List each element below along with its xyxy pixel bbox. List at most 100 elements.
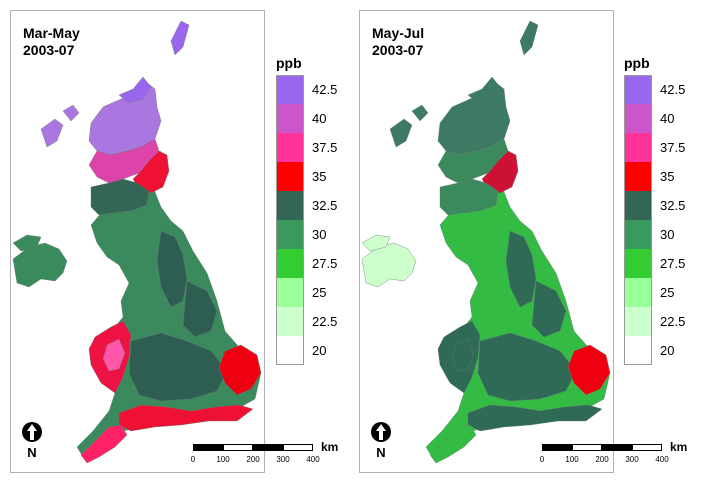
map-region-north [40, 118, 64, 148]
legend-swatch [276, 104, 304, 133]
map-region-far-north [118, 76, 152, 104]
legend-label: 32.5 [312, 198, 338, 213]
map-region-irl [361, 242, 417, 288]
scale-tick: 300 [625, 455, 639, 464]
legend-label: 42.5 [660, 82, 686, 97]
legend-label: 22.5 [660, 314, 686, 329]
legend-label: 27.5 [660, 256, 686, 271]
map-region-wales-in [102, 338, 126, 372]
legend-label: 32.5 [660, 198, 686, 213]
map-title: Mar-May 2003-07 [23, 25, 80, 59]
legend-swatch [624, 278, 652, 307]
map-region-far-north [467, 76, 501, 104]
scale-tick: 0 [539, 455, 545, 464]
legend-label: 30 [312, 227, 327, 242]
north-label: N [27, 445, 37, 460]
legend-spring: ppb 42.5 40 37.5 35 32.5 30 27.5 25 22.5 20 [272, 55, 352, 375]
map-region-north [62, 104, 80, 122]
map-panel-spring: Mar-May 2003-07 N 0 100 200 300 400 km [10, 10, 338, 473]
legend-swatch [624, 162, 652, 191]
scale-tick: 0 [190, 455, 196, 464]
map-region-scot-band [481, 150, 519, 194]
scale-unit: km [670, 440, 688, 454]
ozone-map-spring [12, 20, 262, 464]
legend-swatch [276, 220, 304, 249]
legend-label: 20 [312, 343, 327, 358]
map-region-pennine [531, 280, 567, 338]
map-region-central-belt [90, 178, 150, 216]
map-region-sw [429, 424, 477, 464]
scale-unit: km [321, 440, 339, 454]
map-region-far-north [170, 20, 190, 56]
scale-bar-segments [193, 444, 313, 451]
map-region-north [411, 104, 429, 122]
legend-swatch [276, 336, 304, 365]
legend-swatch [624, 191, 652, 220]
north-label: N [376, 445, 386, 460]
legend-label: 35 [660, 169, 675, 184]
legend-unit: ppb [276, 55, 302, 71]
map-title-period: May-Jul [372, 25, 425, 41]
map-region-pennine [128, 332, 228, 402]
scale-tick: 400 [306, 455, 320, 464]
legend-swatch [276, 191, 304, 220]
legend-label: 42.5 [312, 82, 338, 97]
legend-label: 25 [312, 285, 327, 300]
map-title-period: Mar-May [23, 25, 80, 41]
map-title-years: 2003-07 [23, 42, 75, 58]
map-region-scot-band [132, 150, 170, 194]
scale-bar: 0 100 200 300 400 km [539, 440, 688, 472]
legend-swatch [624, 336, 652, 365]
map-region-south [118, 404, 254, 432]
legend-summer: ppb 42.5 40 37.5 35 32.5 30 27.5 25 22.5 20 [620, 55, 700, 375]
map-region-north [389, 118, 413, 148]
map-region-pennine [477, 332, 577, 402]
map-panel-summer: May-Jul 2003-07 N 0 100 200 300 400 km [359, 10, 687, 473]
map-region-central-belt [439, 178, 499, 216]
scale-bar-segments [542, 444, 662, 451]
map-title-years: 2003-07 [372, 42, 424, 58]
map-region-east [218, 344, 262, 396]
legend-unit: ppb [624, 55, 650, 71]
legend-label: 30 [660, 227, 675, 242]
ozone-map-summer [361, 20, 611, 464]
map-region-wales-in [451, 338, 475, 372]
scale-tick: 200 [595, 455, 609, 464]
map-region-south [467, 404, 603, 432]
legend-swatch [276, 249, 304, 278]
map-region-sw [80, 424, 128, 464]
legend-swatch [276, 307, 304, 336]
scale-tick: 100 [216, 455, 230, 464]
legend-swatch [624, 75, 652, 104]
north-arrow-icon [22, 422, 42, 442]
map-region-east [567, 344, 611, 396]
legend-label: 27.5 [312, 256, 338, 271]
legend-label: 37.5 [312, 140, 338, 155]
legend-swatch [624, 220, 652, 249]
map-region-pennine [156, 230, 188, 308]
map-region-irl [361, 234, 391, 252]
map-region-pennine [182, 280, 218, 338]
legend-swatch [276, 75, 304, 104]
legend-label: 20 [660, 343, 675, 358]
legend-swatch [276, 278, 304, 307]
legend-label: 40 [312, 111, 327, 126]
scale-tick: 200 [246, 455, 260, 464]
legend-swatch [624, 104, 652, 133]
scale-tick: 400 [655, 455, 669, 464]
map-region-pennine [505, 230, 537, 308]
scale-bar: 0 100 200 300 400 km [190, 440, 339, 472]
legend-label: 37.5 [660, 140, 686, 155]
map-region-irl [12, 242, 68, 288]
scale-tick: 100 [565, 455, 579, 464]
legend-label: 25 [660, 285, 675, 300]
legend-label: 35 [312, 169, 327, 184]
legend-swatch [276, 133, 304, 162]
map-title: May-Jul 2003-07 [372, 25, 424, 59]
north-arrow-icon [371, 422, 391, 442]
legend-label: 22.5 [312, 314, 338, 329]
scale-tick: 300 [276, 455, 290, 464]
legend-swatch [624, 307, 652, 336]
north-arrow: N [370, 421, 392, 461]
legend-swatch [276, 162, 304, 191]
